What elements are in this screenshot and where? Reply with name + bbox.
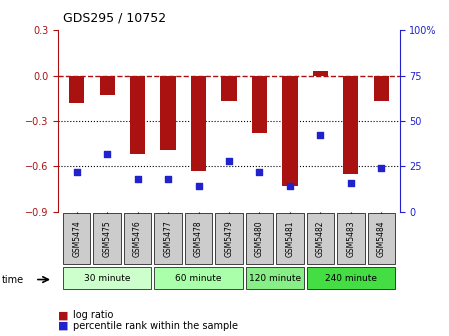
Text: GSM5476: GSM5476 bbox=[133, 220, 142, 257]
Point bbox=[104, 151, 111, 156]
FancyBboxPatch shape bbox=[154, 267, 243, 289]
FancyBboxPatch shape bbox=[63, 267, 151, 289]
Point bbox=[164, 176, 172, 182]
FancyBboxPatch shape bbox=[63, 213, 90, 264]
Bar bbox=[221, 76, 237, 101]
Text: ■: ■ bbox=[58, 310, 69, 320]
Text: GSM5475: GSM5475 bbox=[103, 220, 112, 257]
Text: 60 minute: 60 minute bbox=[175, 274, 222, 283]
Text: GDS295 / 10752: GDS295 / 10752 bbox=[63, 12, 166, 25]
Text: GSM5484: GSM5484 bbox=[377, 220, 386, 257]
FancyBboxPatch shape bbox=[124, 213, 151, 264]
FancyBboxPatch shape bbox=[154, 213, 182, 264]
Text: GSM5483: GSM5483 bbox=[346, 220, 355, 257]
Point bbox=[134, 176, 141, 182]
Text: 240 minute: 240 minute bbox=[325, 274, 377, 283]
FancyBboxPatch shape bbox=[276, 213, 304, 264]
Text: GSM5474: GSM5474 bbox=[72, 220, 81, 257]
FancyBboxPatch shape bbox=[93, 213, 121, 264]
Point bbox=[73, 169, 80, 174]
Text: GSM5482: GSM5482 bbox=[316, 220, 325, 257]
Text: 30 minute: 30 minute bbox=[84, 274, 130, 283]
FancyBboxPatch shape bbox=[185, 213, 212, 264]
Text: GSM5477: GSM5477 bbox=[163, 220, 172, 257]
Point bbox=[195, 183, 202, 189]
Text: ■: ■ bbox=[58, 321, 69, 331]
FancyBboxPatch shape bbox=[368, 213, 395, 264]
Text: GSM5480: GSM5480 bbox=[255, 220, 264, 257]
Text: percentile rank within the sample: percentile rank within the sample bbox=[73, 321, 238, 331]
Point bbox=[347, 180, 354, 185]
Bar bbox=[100, 76, 115, 95]
Text: GSM5481: GSM5481 bbox=[286, 220, 295, 257]
Bar bbox=[343, 76, 358, 174]
Bar bbox=[282, 76, 298, 186]
FancyBboxPatch shape bbox=[246, 267, 304, 289]
Point bbox=[256, 169, 263, 174]
Text: time: time bbox=[2, 275, 24, 285]
Text: GSM5479: GSM5479 bbox=[224, 220, 233, 257]
FancyBboxPatch shape bbox=[246, 213, 273, 264]
Bar bbox=[160, 76, 176, 150]
Point bbox=[378, 165, 385, 171]
Point bbox=[286, 183, 294, 189]
Bar bbox=[191, 76, 206, 171]
Point bbox=[317, 133, 324, 138]
Bar bbox=[374, 76, 389, 101]
Bar bbox=[313, 71, 328, 76]
FancyBboxPatch shape bbox=[307, 267, 395, 289]
Bar bbox=[252, 76, 267, 133]
Text: log ratio: log ratio bbox=[73, 310, 114, 320]
FancyBboxPatch shape bbox=[337, 213, 365, 264]
Text: GSM5478: GSM5478 bbox=[194, 220, 203, 257]
Point bbox=[225, 158, 233, 164]
Bar bbox=[130, 76, 145, 154]
FancyBboxPatch shape bbox=[307, 213, 334, 264]
Bar bbox=[69, 76, 84, 103]
FancyBboxPatch shape bbox=[215, 213, 243, 264]
Text: 120 minute: 120 minute bbox=[249, 274, 301, 283]
